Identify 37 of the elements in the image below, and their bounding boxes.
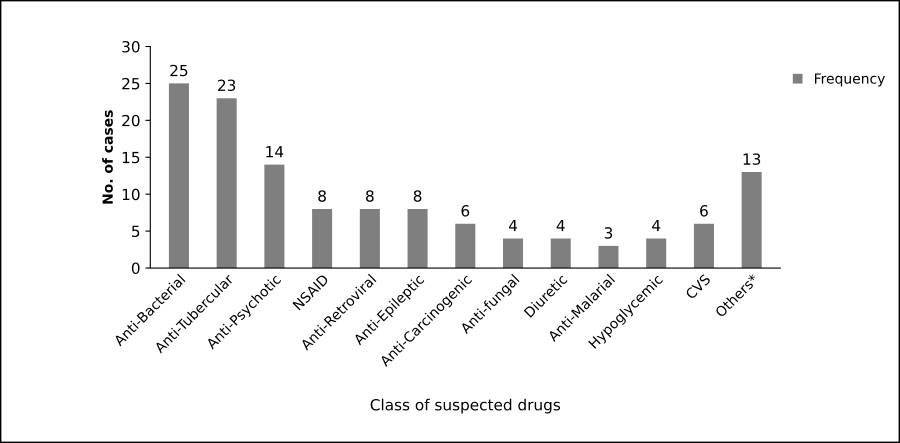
data-label: 23 — [218, 80, 236, 92]
y-tick-label: 20 — [122, 114, 140, 126]
y-tick-label: 30 — [122, 40, 140, 53]
bar — [694, 224, 714, 268]
bar — [646, 238, 666, 268]
bar — [742, 172, 762, 268]
y-axis-title: No. of cases — [102, 110, 113, 204]
bar — [264, 164, 284, 268]
data-label: 14 — [266, 146, 284, 158]
data-label: 25 — [170, 64, 188, 76]
data-label: 8 — [366, 190, 374, 202]
bar — [360, 208, 380, 268]
data-label: 8 — [318, 190, 326, 202]
bar — [168, 83, 189, 268]
y-tick-label: 10 — [122, 188, 140, 200]
bar — [503, 238, 524, 268]
x-tick-label: CVS — [684, 274, 711, 300]
bar — [550, 238, 571, 268]
y-tick-label: 25 — [122, 78, 140, 90]
y-tick-label: 0 — [132, 262, 140, 274]
y-tick-label: 15 — [122, 152, 140, 164]
bar — [408, 208, 428, 268]
bar — [598, 246, 619, 268]
legend-label: Frequency — [814, 73, 885, 86]
y-tick-label: 5 — [132, 226, 140, 238]
data-label: 4 — [556, 220, 565, 232]
data-label: 4 — [508, 220, 518, 232]
data-label: 13 — [744, 153, 760, 165]
data-label: 8 — [414, 190, 422, 202]
bar — [312, 208, 332, 268]
bar — [455, 224, 476, 268]
x-axis-title: Class of suspected drugs — [370, 398, 560, 414]
data-label: 6 — [462, 205, 470, 217]
data-label: 6 — [700, 205, 708, 217]
data-label: 3 — [604, 227, 612, 239]
bar — [216, 98, 237, 268]
data-label: 4 — [652, 220, 660, 232]
